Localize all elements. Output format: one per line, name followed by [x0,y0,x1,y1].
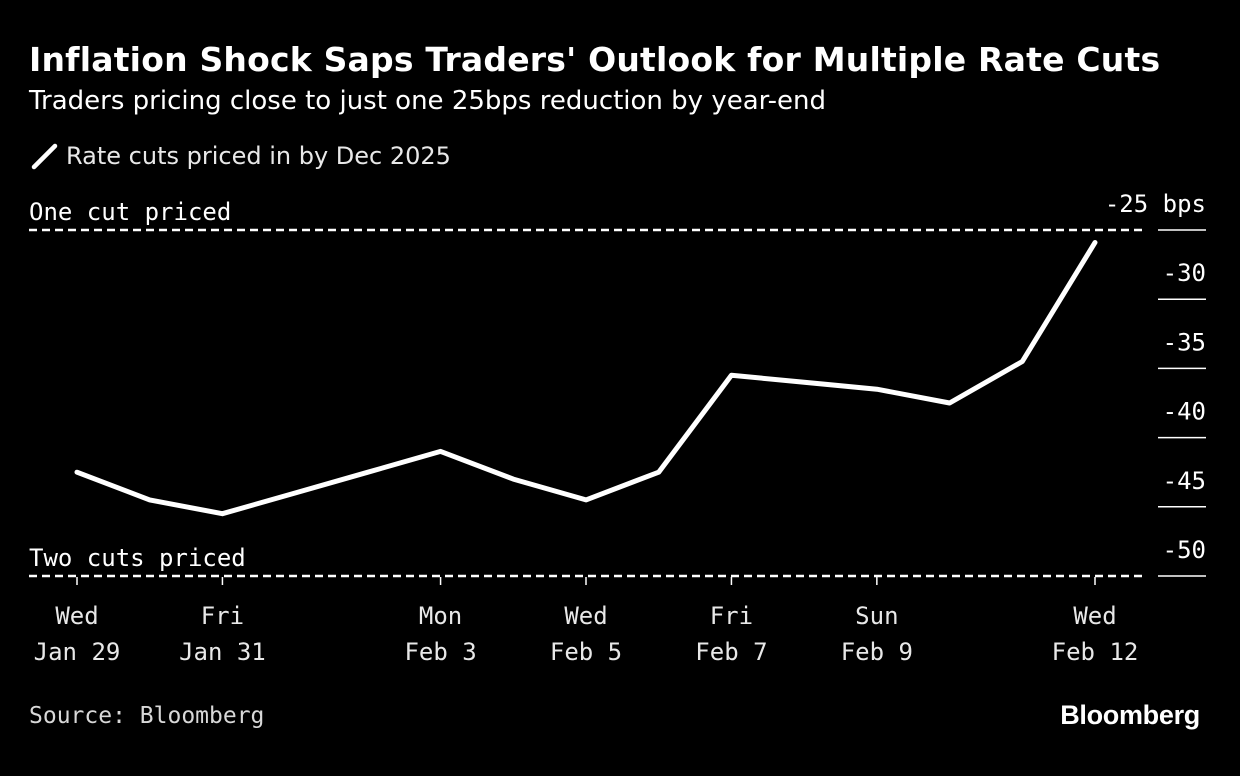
y-tick-label: -25 bps [1105,190,1206,218]
reference-lines: One cut priced Two cuts priced [29,198,1142,578]
chart-subtitle: Traders pricing close to just one 25bps … [29,86,827,116]
x-tick-label-date: Feb 3 [404,638,476,666]
pencil-line-icon [31,143,58,169]
bloomberg-logo: Bloomberg [1060,700,1200,730]
x-tick-label-date: Feb 9 [841,638,913,666]
series-group [74,240,1098,517]
x-tick-label-date: Feb 12 [1052,638,1139,666]
reference-line-label: Two cuts priced [29,544,246,572]
source-note: Source: Bloomberg [29,703,265,729]
y-tick-label: -45 [1163,467,1206,495]
y-tick-label: -50 [1163,536,1206,564]
x-tick-label-weekday: Mon [419,602,462,630]
y-tick-label: -40 [1163,398,1206,426]
reference-line-label: One cut priced [29,198,231,226]
x-tick-label-weekday: Wed [55,602,98,630]
x-tick-label-weekday: Wed [564,602,607,630]
x-axis: Wed Jan 29 Fri Jan 31 Mon Feb 3 Wed Feb 5 Fri Feb… [34,577,1139,666]
x-tick-label-weekday: Wed [1073,602,1116,630]
x-tick-label-date: Feb 7 [695,638,767,666]
chart-title: Inflation Shock Saps Traders' Outlook fo… [29,40,1161,79]
x-tick-label-date: Jan 31 [179,638,266,666]
legend-label: Rate cuts priced in by Dec 2025 [66,142,451,170]
x-tick-label-weekday: Fri [710,602,753,630]
x-tick-label-weekday: Sun [855,602,898,630]
y-tick-label: -30 [1163,259,1206,287]
series-line [74,240,1098,517]
x-tick-label-date: Jan 29 [34,638,121,666]
x-tick-label-date: Feb 5 [550,638,622,666]
chart-legend: Rate cuts priced in by Dec 2025 [31,142,451,170]
x-tick-label-weekday: Fri [201,602,244,630]
y-tick-label: -35 [1163,328,1206,356]
y-axis: -25 bps -30 -35 -40 -45 -50 [1105,190,1206,577]
